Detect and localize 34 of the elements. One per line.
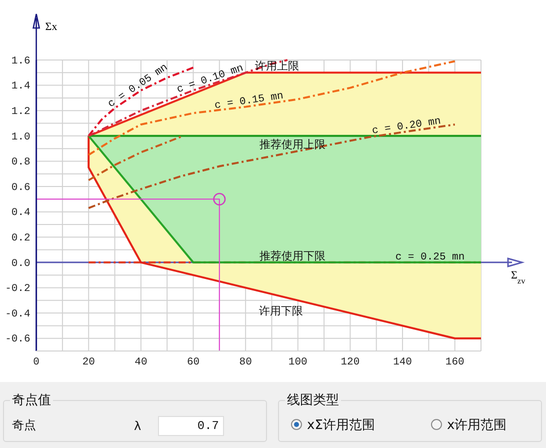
y-tick-label: 0.4 [11,207,30,220]
text: 奇点 [12,417,36,434]
y-tick-label: 1.4 [11,80,30,93]
y-tick-label: -0.6 [5,334,30,346]
x-axis-title: Σ$_{zv}$ [511,269,526,285]
y-axis-title: Σx [45,21,58,33]
x-tick-label: 160 [445,356,464,368]
y-tick-label: 0.0 [11,258,30,270]
y-tick-label: -0.4 [5,308,30,320]
series-label: 许用下限 [258,304,303,318]
text: 奇点值 [10,391,53,409]
x-tick-label: 140 [393,356,412,368]
y-tick-label: 0.6 [11,182,30,194]
y-tick-label: -0.2 [5,283,30,296]
text: xΣ许用范围 [307,417,375,434]
text: 线图类型 [285,391,341,409]
series-label: c = 0.25 mn [395,251,465,264]
y-tick-label: 1.2 [11,106,30,118]
x-tick-label: 60 [186,356,200,368]
x-tick-label: 20 [82,356,95,368]
text: x许用范围 [447,417,507,434]
x-tick-label: 80 [239,356,252,368]
y-tick-label: 0.8 [11,156,30,169]
x-tick-label: 120 [340,356,360,368]
text: λ [134,419,142,433]
text-field: 0.7 [158,416,224,436]
x-tick-label: 100 [288,356,308,368]
text: c = 0.20 mn [371,116,442,138]
series-label: 推荐使用下限 [260,249,326,262]
x-tick-label: 0 [33,356,40,368]
x-tick-label: 40 [134,356,148,368]
y-tick-label: 1.6 [11,55,30,68]
y-tick-label: 1.0 [11,131,30,144]
y-tick-label: 0.2 [11,232,30,244]
